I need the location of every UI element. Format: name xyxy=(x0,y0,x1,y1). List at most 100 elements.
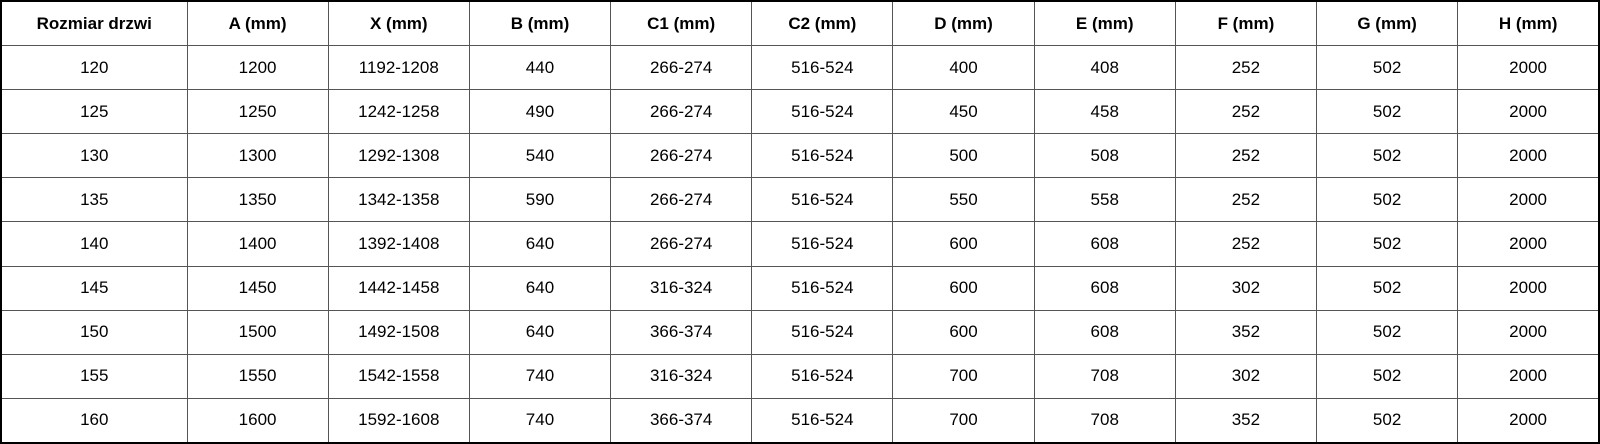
table-cell: 252 xyxy=(1174,44,1318,91)
table-cell: 516-524 xyxy=(751,309,894,355)
table-cell: 252 xyxy=(1174,221,1318,267)
column-header: F (mm) xyxy=(1174,0,1318,46)
table-cell: 140 xyxy=(0,221,188,267)
table-cell: 740 xyxy=(468,353,612,399)
table-cell: 608 xyxy=(1033,221,1176,267)
table-cell: 500 xyxy=(892,133,1035,179)
table-cell: 1192-1208 xyxy=(327,44,470,91)
table-cell: 502 xyxy=(1315,397,1459,444)
table-cell: 302 xyxy=(1174,353,1318,399)
column-header: X (mm) xyxy=(327,0,470,46)
table-cell: 1442-1458 xyxy=(327,265,470,311)
table-cell: 502 xyxy=(1315,177,1459,223)
table-cell: 130 xyxy=(0,133,188,179)
column-header: D (mm) xyxy=(892,0,1035,46)
table-cell: 600 xyxy=(892,265,1035,311)
table-cell: 1200 xyxy=(186,44,329,91)
table-cell: 266-274 xyxy=(610,89,753,135)
table-cell: 2000 xyxy=(1457,397,1600,444)
table-cell: 252 xyxy=(1174,89,1318,135)
table-cell: 640 xyxy=(468,309,612,355)
table-cell: 1242-1258 xyxy=(327,89,470,135)
table-cell: 1392-1408 xyxy=(327,221,470,267)
column-header: C1 (mm) xyxy=(610,0,753,46)
table-cell: 352 xyxy=(1174,309,1318,355)
table-cell: 1550 xyxy=(186,353,329,399)
table-row: 140 1400 1392-1408 640 266-274 516-524 600 608 2… xyxy=(0,221,1600,267)
table-cell: 516-524 xyxy=(751,177,894,223)
table-cell: 1492-1508 xyxy=(327,309,470,355)
column-header: C2 (mm) xyxy=(751,0,894,46)
table-cell: 516-524 xyxy=(751,265,894,311)
table-cell: 502 xyxy=(1315,353,1459,399)
column-header: H (mm) xyxy=(1457,0,1600,46)
table-cell: 516-524 xyxy=(751,89,894,135)
table-cell: 2000 xyxy=(1457,133,1600,179)
table-cell: 740 xyxy=(468,397,612,444)
table-cell: 366-374 xyxy=(610,309,753,355)
table-cell: 540 xyxy=(468,133,612,179)
table-cell: 366-374 xyxy=(610,397,753,444)
table-cell: 502 xyxy=(1315,89,1459,135)
column-header: G (mm) xyxy=(1315,0,1459,46)
table-row: 125 1250 1242-1258 490 266-274 516-524 450 458 2… xyxy=(0,89,1600,135)
table-cell: 1542-1558 xyxy=(327,353,470,399)
table-cell: 1292-1308 xyxy=(327,133,470,179)
table-cell: 266-274 xyxy=(610,133,753,179)
table-cell: 135 xyxy=(0,177,188,223)
table-cell: 1600 xyxy=(186,397,329,444)
table-cell: 125 xyxy=(0,89,188,135)
table-cell: 2000 xyxy=(1457,309,1600,355)
table-cell: 600 xyxy=(892,309,1035,355)
table-cell: 266-274 xyxy=(610,177,753,223)
table-cell: 1500 xyxy=(186,309,329,355)
table-cell: 316-324 xyxy=(610,353,753,399)
table-cell: 700 xyxy=(892,353,1035,399)
table-cell: 608 xyxy=(1033,265,1176,311)
table-cell: 1450 xyxy=(186,265,329,311)
table-cell: 640 xyxy=(468,265,612,311)
table-cell: 502 xyxy=(1315,221,1459,267)
column-header: B (mm) xyxy=(468,0,612,46)
table-cell: 440 xyxy=(468,44,612,91)
table-cell: 316-324 xyxy=(610,265,753,311)
table-cell: 150 xyxy=(0,309,188,355)
table-row: 120 1200 1192-1208 440 266-274 516-524 400 408 2… xyxy=(0,44,1600,91)
table-cell: 590 xyxy=(468,177,612,223)
table-cell: 458 xyxy=(1033,89,1176,135)
table-cell: 508 xyxy=(1033,133,1176,179)
table-cell: 502 xyxy=(1315,133,1459,179)
table-cell: 640 xyxy=(468,221,612,267)
table-cell: 408 xyxy=(1033,44,1176,91)
table-cell: 708 xyxy=(1033,353,1176,399)
table-cell: 2000 xyxy=(1457,177,1600,223)
column-header: A (mm) xyxy=(186,0,329,46)
table-cell: 2000 xyxy=(1457,44,1600,91)
table-row: 160 1600 1592-1608 740 366-374 516-524 700 708 3… xyxy=(0,397,1600,444)
table-cell: 302 xyxy=(1174,265,1318,311)
table-cell: 1592-1608 xyxy=(327,397,470,444)
table-cell: 516-524 xyxy=(751,44,894,91)
table-cell: 2000 xyxy=(1457,89,1600,135)
table-cell: 502 xyxy=(1315,44,1459,91)
table-cell: 516-524 xyxy=(751,133,894,179)
table-cell: 352 xyxy=(1174,397,1318,444)
table-cell: 400 xyxy=(892,44,1035,91)
table-cell: 550 xyxy=(892,177,1035,223)
table-cell: 600 xyxy=(892,221,1035,267)
table-cell: 516-524 xyxy=(751,221,894,267)
table-cell: 1250 xyxy=(186,89,329,135)
table-row: 135 1350 1342-1358 590 266-274 516-524 550 558 2… xyxy=(0,177,1600,223)
table-cell: 502 xyxy=(1315,265,1459,311)
column-header: Rozmiar drzwi xyxy=(0,0,188,46)
table-row: 145 1450 1442-1458 640 316-324 516-524 600 608 3… xyxy=(0,265,1600,311)
table-cell: 2000 xyxy=(1457,221,1600,267)
column-header: E (mm) xyxy=(1033,0,1176,46)
table-cell: 1400 xyxy=(186,221,329,267)
table-cell: 1350 xyxy=(186,177,329,223)
table-cell: 450 xyxy=(892,89,1035,135)
table-cell: 558 xyxy=(1033,177,1176,223)
table-cell: 266-274 xyxy=(610,44,753,91)
table-cell: 502 xyxy=(1315,309,1459,355)
